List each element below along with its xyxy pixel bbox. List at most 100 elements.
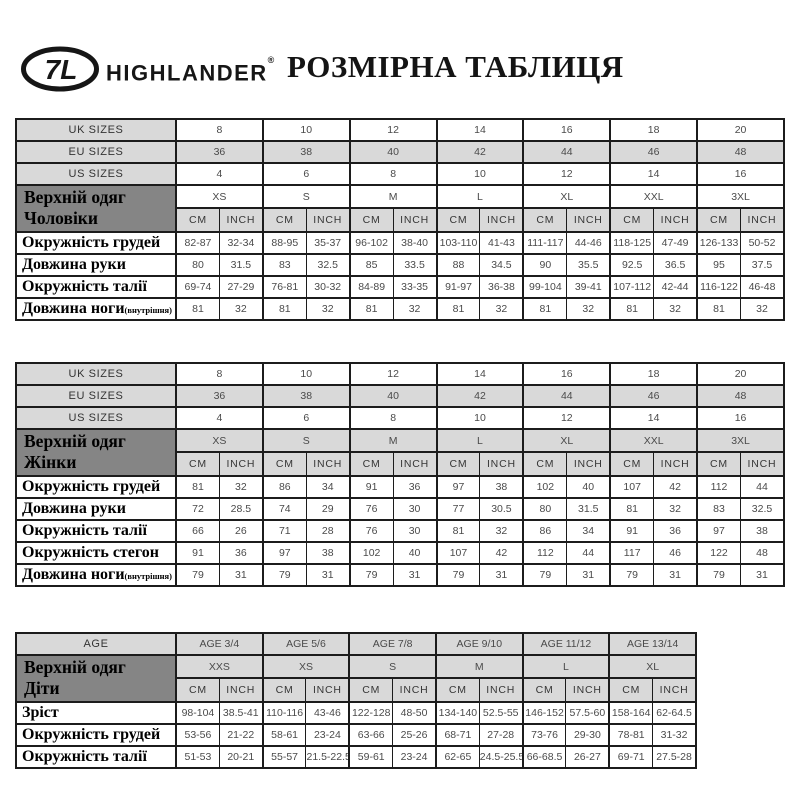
value-inch-cell: 26 [218, 518, 264, 543]
value-inch-cell: 31 [392, 562, 438, 587]
size-row-label: US SIZES [15, 406, 177, 430]
value-inch-cell: 29 [305, 496, 351, 521]
size-system-row: US SIZES 4 6 8 10 12 14 16 [15, 162, 785, 186]
size-value-cell: 14 [609, 406, 699, 430]
size-value-cell: AGE 11/12 [521, 632, 611, 656]
size-value-cell: 14 [435, 362, 525, 386]
page-title: РОЗМІРНА ТАБЛИЦЯ [287, 49, 624, 84]
value-inch-cell: 38 [305, 540, 351, 565]
unit-cm-label: CM [261, 451, 307, 477]
value-inch-cell: 36.5 [653, 252, 699, 277]
value-cm-cell: 88 [435, 252, 481, 277]
group-label-line: Діти [24, 678, 60, 699]
units-row: CM INCH CM INCH CM INCH CM INCH CM INCH CM INCH CM IN… [16, 207, 785, 233]
size-value-cell: 8 [348, 406, 438, 430]
size-value-cell: AGE 5/6 [261, 632, 351, 656]
value-cm-cell: 73-76 [521, 722, 567, 747]
value-inch-cell: 27-29 [218, 274, 264, 299]
measurement-row: Окружність талії 69-74 27-29 76-81 30-32 84-8… [15, 274, 785, 299]
value-inch-cell: 30 [392, 496, 438, 521]
size-value-cell: 4 [175, 406, 264, 430]
value-cm-cell: 92.5 [609, 252, 655, 277]
measurement-label: Окружність талії [15, 274, 177, 299]
measurement-row: Довжина ноги(внутрішня) 79 31 79 31 79 31 79 31 7… [15, 562, 785, 587]
value-cm-cell: 81 [174, 474, 220, 499]
value-cm-cell: 86 [522, 518, 568, 543]
size-row-label: UK SIZES [15, 118, 177, 142]
unit-cm-label: CM [261, 207, 307, 233]
value-cm-cell: 59-61 [348, 744, 394, 769]
size-value-cell: AGE 7/8 [348, 632, 437, 656]
size-system-row: UK SIZES 8 10 12 14 16 18 20 [15, 118, 785, 142]
value-inch-cell: 26-27 [565, 744, 611, 769]
value-inch-cell: 39-41 [566, 274, 612, 299]
value-inch-cell: 32 [392, 296, 438, 321]
value-inch-cell: 35.5 [566, 252, 612, 277]
value-inch-cell: 33.5 [392, 252, 438, 277]
group-label: Верхній одяг Діти [15, 654, 177, 703]
value-inch-cell: 32 [479, 296, 525, 321]
letter-size-cell: L [521, 653, 611, 680]
measurement-label: Окружність талії [15, 518, 177, 543]
unit-cm-label: CM [608, 677, 654, 703]
value-cm-cell: 76 [348, 518, 394, 543]
measurement-label: Окружність грудей [15, 230, 177, 255]
size-system-row: AGE AGE 3/4 AGE 5/6 AGE 7/8 AGE 9/10 AGE 11/1… [15, 632, 697, 656]
group-label-line: Верхній одяг [24, 431, 126, 451]
value-inch-cell: 28.5 [218, 496, 264, 521]
value-cm-cell: 97 [435, 474, 481, 499]
measurement-label: Окружність грудей [15, 474, 177, 499]
value-inch-cell: 35-37 [305, 230, 351, 255]
size-value-cell: 18 [609, 362, 699, 386]
size-row-label: EU SIZES [15, 384, 177, 408]
value-cm-cell: 118-125 [609, 230, 655, 255]
letter-size-cell: S [348, 653, 437, 680]
size-value-cell: AGE 9/10 [434, 632, 524, 656]
value-cm-cell: 85 [348, 252, 394, 277]
unit-inch-label: INCH [478, 677, 524, 703]
value-cm-cell: 117 [609, 540, 655, 565]
group-label: Верхній одяг Жінки [15, 428, 177, 477]
group-label-line: Верхній одяг [24, 657, 126, 677]
value-cm-cell: 88-95 [261, 230, 307, 255]
size-value-cell: 16 [696, 406, 785, 430]
measurement-label-suffix: (внутрішня) [124, 304, 172, 315]
letter-size-cell: S [261, 427, 351, 454]
value-inch-cell: 27.5-28 [652, 744, 698, 769]
measurement-label-suffix: (внутрішня) [124, 570, 172, 581]
value-cm-cell: 63-66 [348, 722, 394, 747]
size-value-cell: 16 [522, 362, 612, 386]
unit-inch-label: INCH [739, 451, 785, 477]
measurement-row: Окружність стегон 91 36 97 38 102 40 107 42 112 44… [15, 540, 785, 565]
letter-size-cell: M [348, 427, 438, 454]
value-inch-cell: 34 [566, 518, 612, 543]
measurement-row: Окружність грудей 53-56 21-22 58-61 23-24 63-… [15, 722, 698, 747]
value-cm-cell: 122 [696, 540, 741, 565]
value-cm-cell: 80 [174, 252, 220, 277]
unit-inch-label: INCH [653, 207, 699, 233]
value-cm-cell: 91-97 [435, 274, 481, 299]
value-cm-cell: 83 [261, 252, 307, 277]
value-inch-cell: 36-38 [479, 274, 525, 299]
value-inch-cell: 43-46 [305, 700, 351, 725]
value-inch-cell: 48 [739, 540, 785, 565]
logo-monogram: 7L [45, 54, 78, 85]
women-size-table-container: UK SIZES 8 10 12 14 16 18 20 EU SIZES 36 38 40 42 44 4… [15, 362, 785, 587]
value-inch-cell: 34.5 [479, 252, 525, 277]
highlander-logo-icon: 7L [21, 46, 99, 92]
size-system-row: UK SIZES 8 10 12 14 16 18 20 [15, 362, 785, 386]
value-inch-cell: 30.5 [479, 496, 525, 521]
value-cm-cell: 81 [609, 296, 655, 321]
measurement-row: Окружність талії 51-53 20-21 55-57 21.5-22.5… [15, 744, 698, 769]
unit-inch-label: INCH [218, 677, 264, 703]
measurement-label-text: Окружність талії [22, 521, 147, 539]
value-inch-cell: 36 [653, 518, 699, 543]
size-value-cell: 44 [522, 384, 612, 408]
kids-size-table-container: AGE AGE 3/4 AGE 5/6 AGE 7/8 AGE 9/10 AGE 11/1… [15, 632, 698, 769]
registered-trademark-symbol: ® [267, 55, 275, 65]
size-value-cell: 36 [175, 384, 264, 408]
value-cm-cell: 98-104 [174, 700, 220, 725]
value-inch-cell: 42-44 [653, 274, 699, 299]
size-row-label: EU SIZES [15, 140, 177, 164]
value-inch-cell: 42 [653, 474, 699, 499]
